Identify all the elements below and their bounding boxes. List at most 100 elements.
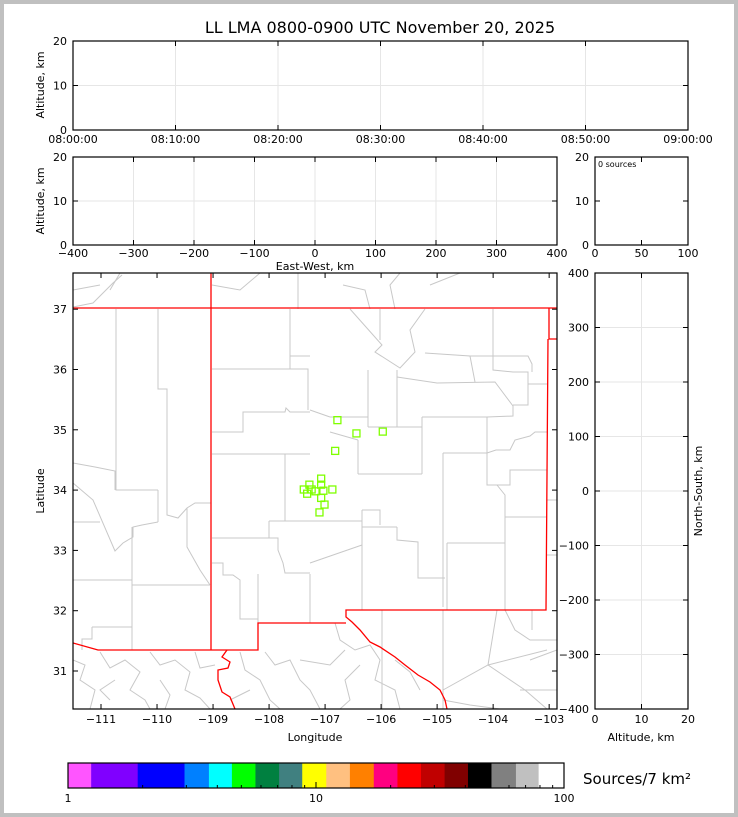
northsouth-ylabel: North-South, km — [692, 446, 705, 537]
altitude-histogram-xtick-label: 0 — [592, 247, 599, 260]
colorbar-swatch — [231, 763, 256, 788]
time-altitude-ytick-label: 10 — [53, 80, 67, 93]
source-marker — [331, 446, 340, 456]
time-altitude-xtick-label: 08:20:00 — [253, 133, 302, 146]
time-altitude-ylabel: Altitude, km — [34, 51, 47, 118]
plan-view-ytick-label: 37 — [53, 303, 67, 316]
colorbar-swatch — [208, 763, 233, 788]
colorbar-swatch — [491, 763, 517, 788]
colorbar-swatch — [397, 763, 422, 788]
source-marker — [333, 415, 342, 425]
altitude-northsouth-ytick-label: 300 — [568, 322, 589, 335]
plan-view-ytick-label: 33 — [53, 544, 67, 557]
colorbar-tick-label: 100 — [554, 792, 575, 805]
time-altitude-ytick-label: 20 — [53, 35, 67, 48]
eastwest-altitude-ytick-label: 0 — [60, 239, 67, 252]
colorbar-swatch — [255, 763, 280, 788]
altitude-northsouth-ytick-label: 200 — [568, 376, 589, 389]
time-altitude-xtick-label: 08:00:00 — [48, 133, 97, 146]
eastwest-altitude-axes-frame — [72, 156, 558, 246]
time-altitude-xtick-label: 09:00:00 — [663, 133, 712, 146]
source-marker — [311, 487, 320, 496]
altitude-northsouth-xtick-label: 10 — [635, 713, 649, 726]
plan-view-ytick-label: 35 — [53, 424, 67, 437]
eastwest-altitude-xtick-label: −400 — [58, 247, 88, 260]
colorbar-tick-label: 1 — [65, 792, 72, 805]
source-marker — [303, 489, 312, 498]
altitude-northsouth-ytick-label: −200 — [559, 594, 589, 607]
colorbar-swatch — [326, 763, 351, 788]
altitude-northsouth-ytick-label: 100 — [568, 431, 589, 444]
source-markers — [299, 415, 387, 517]
altitude-northsouth-ytick-label: 400 — [568, 267, 589, 280]
eastwest-altitude-xtick-label: −100 — [239, 247, 269, 260]
altitude-xlabel: Altitude, km — [607, 731, 674, 744]
eastwest-altitude-xtick-label: 400 — [547, 247, 568, 260]
colorbar-swatch — [420, 763, 446, 788]
eastwest-altitude-xtick-label: 200 — [426, 247, 447, 260]
colorbar-swatch — [68, 763, 92, 788]
altitude-northsouth-ytick-label: −100 — [559, 540, 589, 553]
eastwest-altitude-xtick-label: 100 — [365, 247, 386, 260]
plan-view-ytick-label: 31 — [53, 665, 67, 678]
colorbar-swatch — [91, 763, 139, 788]
eastwest-altitude-ylabel: Altitude, km — [34, 167, 47, 234]
plan-view-xtick-label: −110 — [142, 713, 172, 726]
colorbar: 1 10 100 — [65, 762, 575, 805]
source-marker — [315, 508, 324, 517]
altitude-northsouth-ytick-label: −400 — [559, 703, 589, 716]
plan-view-xtick-label: −108 — [254, 713, 284, 726]
source-count-annotation: 0 sources — [598, 160, 636, 169]
plan-view-map: −111 −110 −109 −108 −107 −106 −105 −104 −103 31 32… — [53, 272, 564, 726]
eastwest-altitude-xtick-label: 0 — [312, 247, 319, 260]
altitude-northsouth-panel: 0 10 20 −400 −300 −200 −100 0 100 200 300 400 — [559, 267, 695, 726]
colorbar-swatch — [137, 763, 186, 788]
altitude-northsouth-ytick-label: 0 — [582, 485, 589, 498]
plan-view-xtick-label: −111 — [86, 713, 116, 726]
eastwest-altitude-xtick-label: −300 — [118, 247, 148, 260]
colorbar-swatch — [467, 763, 492, 788]
plan-view-ytick-label: 36 — [53, 363, 67, 376]
latitude-ylabel: Latitude — [34, 468, 47, 514]
plan-view-xtick-label: −103 — [534, 713, 564, 726]
altitude-northsouth-ytick-label: −300 — [559, 649, 589, 662]
plan-view-xtick-label: −105 — [422, 713, 452, 726]
source-marker — [305, 480, 314, 489]
plan-view-xtick-label: −109 — [198, 713, 228, 726]
source-marker — [328, 485, 337, 494]
eastwest-altitude-panel: −400 −300 −200 −100 0 100 200 300 400 0 10 20 — [53, 151, 568, 260]
time-altitude-axes-frame — [72, 40, 689, 131]
state-borders — [73, 273, 557, 709]
colorbar-swatch — [515, 763, 540, 788]
time-altitude-panel: 08:00:00 08:10:00 08:20:00 08:30:00 08:40:00… — [48, 35, 712, 146]
altitude-histogram-panel: 0 sources 0 50 100 0 10 20 — [575, 151, 699, 260]
plan-view-xtick-label: −104 — [478, 713, 508, 726]
colorbar-swatch — [302, 763, 327, 788]
colorbar-swatch — [373, 763, 398, 788]
source-marker — [317, 474, 326, 483]
altitude-histogram-ytick-label: 10 — [575, 195, 589, 208]
eastwest-altitude-xtick-label: 300 — [486, 247, 507, 260]
altitude-histogram-xtick-label: 100 — [678, 247, 699, 260]
plan-view-ytick-label: 32 — [53, 605, 67, 618]
time-altitude-xtick-label: 08:50:00 — [561, 133, 610, 146]
source-marker — [317, 480, 326, 489]
colorbar-frame — [67, 762, 565, 789]
source-marker — [352, 429, 361, 438]
colorbar-swatch — [538, 763, 565, 788]
altitude-northsouth-xtick-label: 20 — [681, 713, 695, 726]
eastwest-altitude-ytick-label: 20 — [53, 151, 67, 164]
colorbar-tick-label: 10 — [309, 792, 323, 805]
time-altitude-xtick-label: 08:10:00 — [151, 133, 200, 146]
colorbar-label: Sources/7 km² — [583, 770, 691, 788]
altitude-histogram-ytick-label: 20 — [575, 151, 589, 164]
colorbar-swatch — [184, 763, 210, 788]
source-marker — [320, 500, 329, 509]
longitude-xlabel: Longitude — [288, 731, 343, 744]
figure-title: LL LMA 0800-0900 UTC November 20, 2025 — [205, 18, 555, 37]
time-altitude-xtick-label: 08:40:00 — [458, 133, 507, 146]
plan-view-axes-frame — [72, 272, 558, 710]
altitude-northsouth-axes-frame — [594, 272, 689, 710]
